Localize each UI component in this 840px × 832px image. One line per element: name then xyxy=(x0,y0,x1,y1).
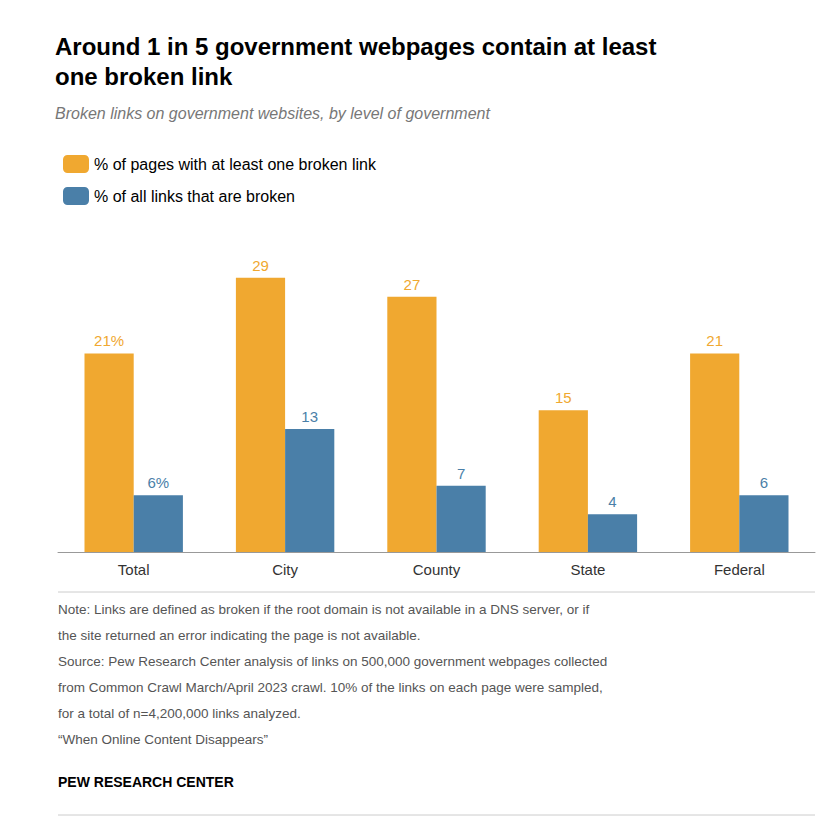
svg-text:the site returned an error ind: the site returned an error indicating th… xyxy=(58,628,420,643)
svg-text:County: County xyxy=(413,561,461,578)
svg-text:6%: 6% xyxy=(147,474,169,491)
svg-text:% of all links that are broken: % of all links that are broken xyxy=(94,188,295,205)
svg-text:Source: Pew Research Center an: Source: Pew Research Center analysis of … xyxy=(58,654,607,669)
svg-text:13: 13 xyxy=(301,408,318,425)
svg-text:“When Online Content Disappear: “When Online Content Disappears” xyxy=(58,732,268,747)
svg-text:one broken link: one broken link xyxy=(55,63,233,90)
svg-text:Around 1 in 5 government webpa: Around 1 in 5 government webpages contai… xyxy=(55,33,656,60)
svg-text:27: 27 xyxy=(404,276,421,293)
svg-text:PEW RESEARCH CENTER: PEW RESEARCH CENTER xyxy=(58,774,234,790)
svg-text:29: 29 xyxy=(252,257,269,274)
svg-text:15: 15 xyxy=(555,389,572,406)
svg-text:City: City xyxy=(272,561,298,578)
svg-text:% of pages with at least one b: % of pages with at least one broken link xyxy=(94,156,377,173)
svg-text:State: State xyxy=(570,561,605,578)
svg-text:6: 6 xyxy=(760,474,768,491)
svg-text:for a total of n=4,200,000 lin: for a total of n=4,200,000 links analyze… xyxy=(58,706,301,721)
svg-text:Federal: Federal xyxy=(714,561,765,578)
svg-text:Total: Total xyxy=(118,561,150,578)
svg-text:Note: Links are defined as bro: Note: Links are defined as broken if the… xyxy=(58,602,590,617)
svg-text:7: 7 xyxy=(457,465,465,482)
svg-text:21: 21 xyxy=(706,332,723,349)
svg-text:Broken links on government web: Broken links on government websites, by … xyxy=(55,105,490,122)
svg-text:4: 4 xyxy=(608,493,616,510)
svg-text:21%: 21% xyxy=(94,332,124,349)
svg-text:from Common Crawl March/April: from Common Crawl March/April 2023 crawl… xyxy=(58,680,603,695)
